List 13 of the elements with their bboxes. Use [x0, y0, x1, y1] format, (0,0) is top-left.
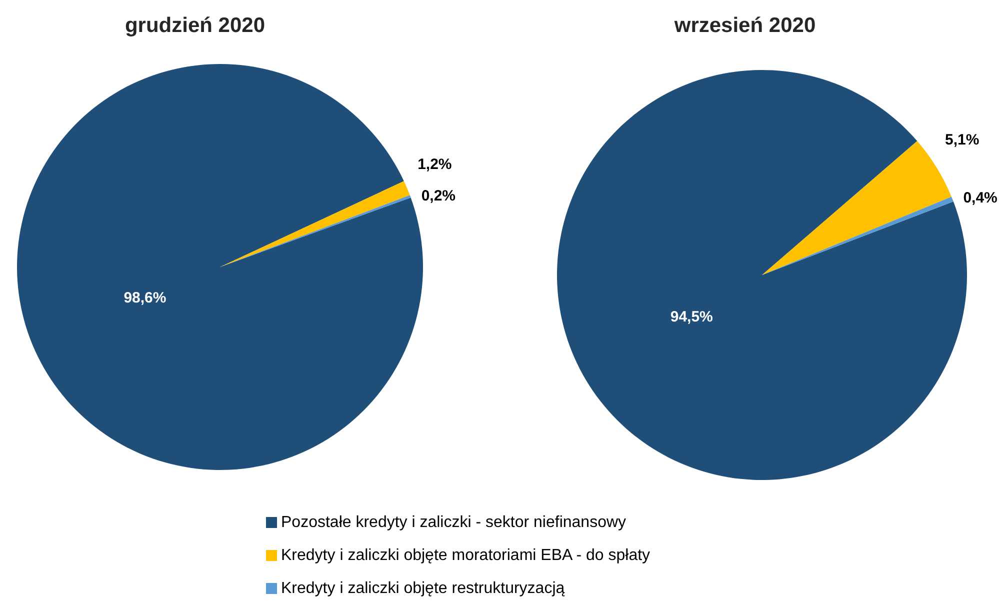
data-label: 1,2%: [418, 156, 452, 173]
chart-title: wrzesień 2020: [673, 14, 817, 38]
legend-label: Kredyty i zaliczki objęte moratoriami EBA - do spłaty: [281, 546, 650, 564]
data-label: 5,1%: [945, 131, 980, 148]
data-label: 0,4%: [963, 190, 998, 207]
data-label: 94,5%: [670, 308, 713, 326]
pie-slice: [220, 181, 410, 267]
data-label: 0,2%: [421, 187, 456, 204]
chart-title: grudzień 2020: [124, 14, 266, 38]
data-label: 98,6%: [124, 290, 166, 307]
legend-label: Pozostałe kredyty i zaliczki - sektor niefinansowy: [281, 514, 626, 532]
pie-slice: [762, 196, 954, 275]
legend-label: Kredyty i zaliczki objęte restrukturyzacją: [281, 580, 565, 598]
